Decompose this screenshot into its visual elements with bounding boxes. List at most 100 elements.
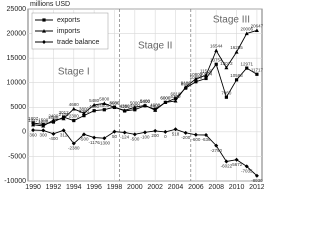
data-label: 16255: [230, 45, 243, 50]
data-label: 4500: [130, 103, 141, 108]
marker: [42, 29, 46, 33]
data-label: 1500: [38, 118, 49, 123]
y-tick-label: 15000: [7, 55, 27, 62]
data-label: 4980: [109, 101, 120, 106]
marker: [173, 127, 178, 132]
data-label: 4400: [150, 103, 161, 108]
marker: [214, 48, 219, 53]
marker: [173, 98, 178, 103]
marker: [224, 65, 229, 70]
marker: [102, 108, 106, 112]
data-label: 6300: [171, 94, 182, 99]
data-label: -7035: [241, 169, 253, 174]
data-label: 50: [112, 134, 118, 139]
marker: [71, 141, 76, 146]
marker: [214, 62, 218, 66]
data-label: 4256: [120, 104, 131, 109]
marker: [92, 135, 97, 140]
x-tick-label: 1990: [25, 184, 41, 191]
y-tick-label: 25000: [7, 6, 27, 13]
data-label: 10800: [190, 72, 203, 77]
x-tick-label: 2010: [229, 184, 245, 191]
marker: [163, 129, 168, 134]
marker: [204, 76, 208, 81]
marker: [31, 128, 36, 133]
marker: [92, 109, 96, 113]
data-label: -2790: [210, 148, 222, 153]
marker: [122, 108, 127, 112]
marker: [102, 136, 107, 141]
x-tick-label: 1994: [66, 184, 82, 191]
data-label: 2400: [48, 113, 59, 118]
data-label: 13754: [210, 57, 223, 62]
data-label: 9100: [181, 80, 192, 85]
x-tick-label: 2002: [147, 184, 163, 191]
marker: [204, 73, 209, 77]
data-label: 8900: [181, 81, 192, 86]
marker: [224, 95, 228, 99]
data-label: -400: [49, 136, 59, 141]
data-label: 5480: [89, 98, 100, 103]
data-label: 6818: [171, 92, 182, 97]
data-label: 3300: [79, 109, 90, 114]
data-label: 2300: [69, 114, 80, 119]
data-label: 300: [40, 133, 48, 138]
marker: [143, 130, 147, 135]
data-label: 1447: [28, 118, 39, 123]
x-tick-label: 1998: [107, 184, 123, 191]
data-label: 1200: [38, 119, 49, 124]
stage-label: Stage III: [213, 15, 250, 26]
x-tick-label: 2012: [249, 184, 264, 191]
marker: [224, 159, 229, 164]
chart: millions USD -10000-50000500010000150002…: [4, 1, 264, 191]
data-label: 4380: [120, 104, 131, 109]
data-label: -200: [181, 135, 191, 140]
marker: [194, 80, 198, 84]
marker: [173, 96, 178, 100]
data-label: 5300: [140, 99, 151, 104]
data-label: 312: [60, 133, 68, 138]
data-label: -2380: [68, 146, 80, 151]
marker: [244, 31, 249, 36]
data-label: -1176: [89, 140, 101, 145]
data-label: -6022: [221, 164, 233, 169]
data-label: 3012: [59, 110, 70, 115]
data-label: 1807: [28, 116, 39, 121]
data-label: -100: [140, 135, 150, 140]
data-label: -124: [120, 135, 130, 140]
marker: [102, 101, 107, 105]
marker: [41, 123, 46, 128]
x-tick-label: 2000: [127, 184, 143, 191]
data-label: -500: [130, 137, 140, 142]
data-label: 16544: [210, 44, 223, 49]
marker: [71, 106, 76, 111]
marker: [255, 72, 259, 76]
data-label: 11500: [200, 69, 213, 74]
marker: [122, 130, 127, 135]
data-label: 4600: [150, 102, 161, 107]
marker: [41, 128, 46, 133]
data-label: 20006: [240, 27, 253, 32]
marker: [42, 18, 46, 22]
data-label: 2700: [59, 112, 70, 117]
y-tick-label: 0: [22, 129, 26, 136]
legend-label: imports: [57, 28, 80, 35]
marker: [81, 132, 86, 137]
legend-label: trade balance: [57, 39, 100, 46]
x-tick-label: 2008: [208, 184, 224, 191]
marker: [31, 122, 36, 127]
data-label: 5000: [130, 100, 141, 105]
y-tick-label: -10000: [4, 178, 26, 185]
data-label: -636: [202, 137, 212, 142]
marker: [72, 118, 76, 123]
marker: [42, 40, 46, 44]
data-label: 4500: [99, 103, 110, 108]
marker: [153, 108, 158, 112]
data-label: 5800: [99, 97, 110, 102]
data-label: -500: [79, 137, 89, 142]
x-tick-label: 1992: [46, 184, 62, 191]
x-tick-label: 2004: [168, 184, 184, 191]
stage-label: Stage I: [58, 67, 90, 78]
marker: [51, 120, 56, 124]
x-tick-label: 1996: [86, 184, 102, 191]
